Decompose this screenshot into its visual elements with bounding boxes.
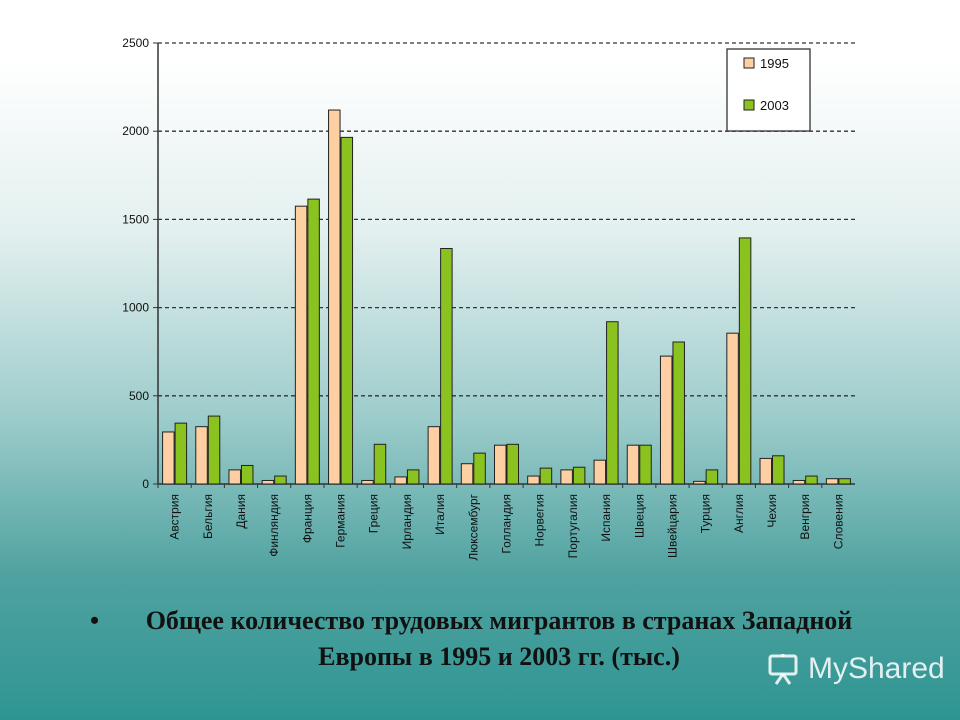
x-tick-label: Чехия	[765, 494, 779, 528]
y-tick-label: 1500	[122, 212, 149, 226]
watermark: MyShared	[766, 652, 945, 686]
bar-2003-Бельгия	[207, 415, 221, 485]
caption-text: Общее количество трудовых мигрантов в ст…	[145, 606, 853, 671]
x-tick-label: Германия	[334, 494, 348, 548]
y-tick-label: 2000	[122, 124, 149, 138]
presentation-board-icon	[768, 654, 798, 685]
legend: 1995 2003	[726, 48, 811, 132]
x-tick-label: Португалия	[566, 494, 580, 558]
legend-swatch-1995	[743, 57, 755, 69]
bar-2003-Дания	[240, 464, 254, 485]
x-tick-label: Франция	[300, 494, 314, 543]
bar-1995-Швеция	[626, 444, 640, 485]
bar-1995-Австрия	[162, 431, 175, 485]
bar-2003-Ирландия	[406, 469, 420, 485]
x-tick-label: Швейцария	[665, 494, 679, 558]
x-tick-label: Греция	[367, 494, 381, 533]
y-tick-label: 2500	[122, 36, 149, 50]
bar-2003-Италия	[440, 248, 453, 485]
bar-1995-Бельгия	[195, 426, 208, 485]
x-tick-label: Швеция	[632, 494, 646, 538]
x-tick-label: Испания	[599, 494, 613, 542]
bar-1995-Чехия	[759, 457, 773, 485]
x-tick-label: Люксембург	[466, 493, 480, 560]
bar-1995-Дания	[228, 469, 241, 485]
legend-label-1995: 1995	[760, 56, 789, 71]
bar-1995-Люксембург	[460, 463, 474, 485]
x-tick-label: Норвегия	[533, 494, 547, 547]
bar-chart: 0 500 1000 1500 2000 2500 Австрия Бельгия Дания…	[122, 36, 855, 561]
y-tick-label: 0	[142, 477, 149, 491]
y-tick-label: 1000	[122, 301, 149, 315]
bar-1995-Италия	[427, 426, 441, 485]
bar-2003-Финляндия	[274, 475, 287, 485]
bar-2003-Чехия	[772, 455, 785, 485]
legend-swatch-2003	[743, 99, 755, 111]
bullet-point: •	[90, 606, 100, 635]
bar-2003-Австрия	[174, 422, 188, 485]
bar-1995-Португалия	[560, 469, 573, 485]
x-tick-label: Финляндия	[267, 494, 281, 557]
x-tick-label: Италия	[433, 494, 447, 535]
bar-1995-Испания	[593, 459, 607, 485]
x-tick-label: Венгрия	[798, 494, 812, 540]
x-tick-label: Словения	[831, 494, 845, 549]
bar-2003-Словения	[838, 478, 851, 485]
x-tick-labels: Австрия Бельгия Дания Финляндия Франция Герма…	[168, 493, 846, 560]
bar-1995-Голландия	[494, 444, 507, 485]
bar-1995-Турция	[693, 480, 706, 485]
bar-1995-Франция	[294, 205, 308, 485]
bar-2003-Венгрия	[805, 475, 818, 485]
bar-2003-Турция	[705, 469, 719, 485]
x-tick-label: Ирландия	[400, 494, 414, 549]
bar-2003-Германия	[340, 136, 354, 485]
bar-1995-Венгрия	[792, 479, 806, 485]
bar-2003-Люксембург	[473, 452, 486, 485]
bar-1995-Словения	[825, 478, 839, 485]
x-tick-label: Дания	[234, 494, 248, 529]
watermark-text: MyShared	[808, 652, 945, 685]
x-tick-label: Англия	[732, 494, 746, 533]
bar-2003-Греция	[373, 443, 387, 485]
bar-1995-Греция	[361, 479, 374, 485]
x-tick-label: Турция	[699, 494, 713, 533]
bar-1995-Швейцария	[659, 355, 673, 485]
bar-1995-Норвегия	[527, 475, 540, 485]
x-tick-label: Австрия	[168, 494, 182, 540]
bars	[162, 109, 851, 485]
bar-2003-Швеция	[639, 444, 652, 485]
legend-box	[726, 48, 811, 132]
bar-2003-Испания	[606, 321, 619, 485]
bar-2003-Голландия	[506, 443, 519, 485]
x-tick-label: Голландия	[500, 494, 514, 554]
x-tick-label: Бельгия	[201, 494, 215, 539]
legend-label-2003: 2003	[760, 98, 789, 113]
bar-1995-Ирландия	[394, 476, 407, 485]
y-tick-labels: 0 500 1000 1500 2000 2500	[122, 36, 149, 491]
bar-2003-Португалия	[572, 466, 586, 485]
bar-1995-Англия	[726, 332, 739, 485]
bar-1995-Финляндия	[261, 479, 275, 485]
bar-2003-Норвегия	[539, 467, 553, 485]
bar-1995-Германия	[328, 109, 341, 485]
bar-2003-Швейцария	[672, 341, 685, 485]
bar-2003-Англия	[738, 237, 752, 485]
slide-caption: • Общее количество трудовых мигрантов в …	[90, 603, 880, 675]
bar-2003-Франция	[307, 198, 320, 485]
y-tick-label: 500	[129, 389, 149, 403]
